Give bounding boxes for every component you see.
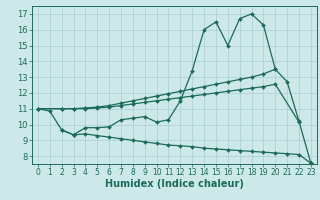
X-axis label: Humidex (Indice chaleur): Humidex (Indice chaleur) bbox=[105, 179, 244, 189]
